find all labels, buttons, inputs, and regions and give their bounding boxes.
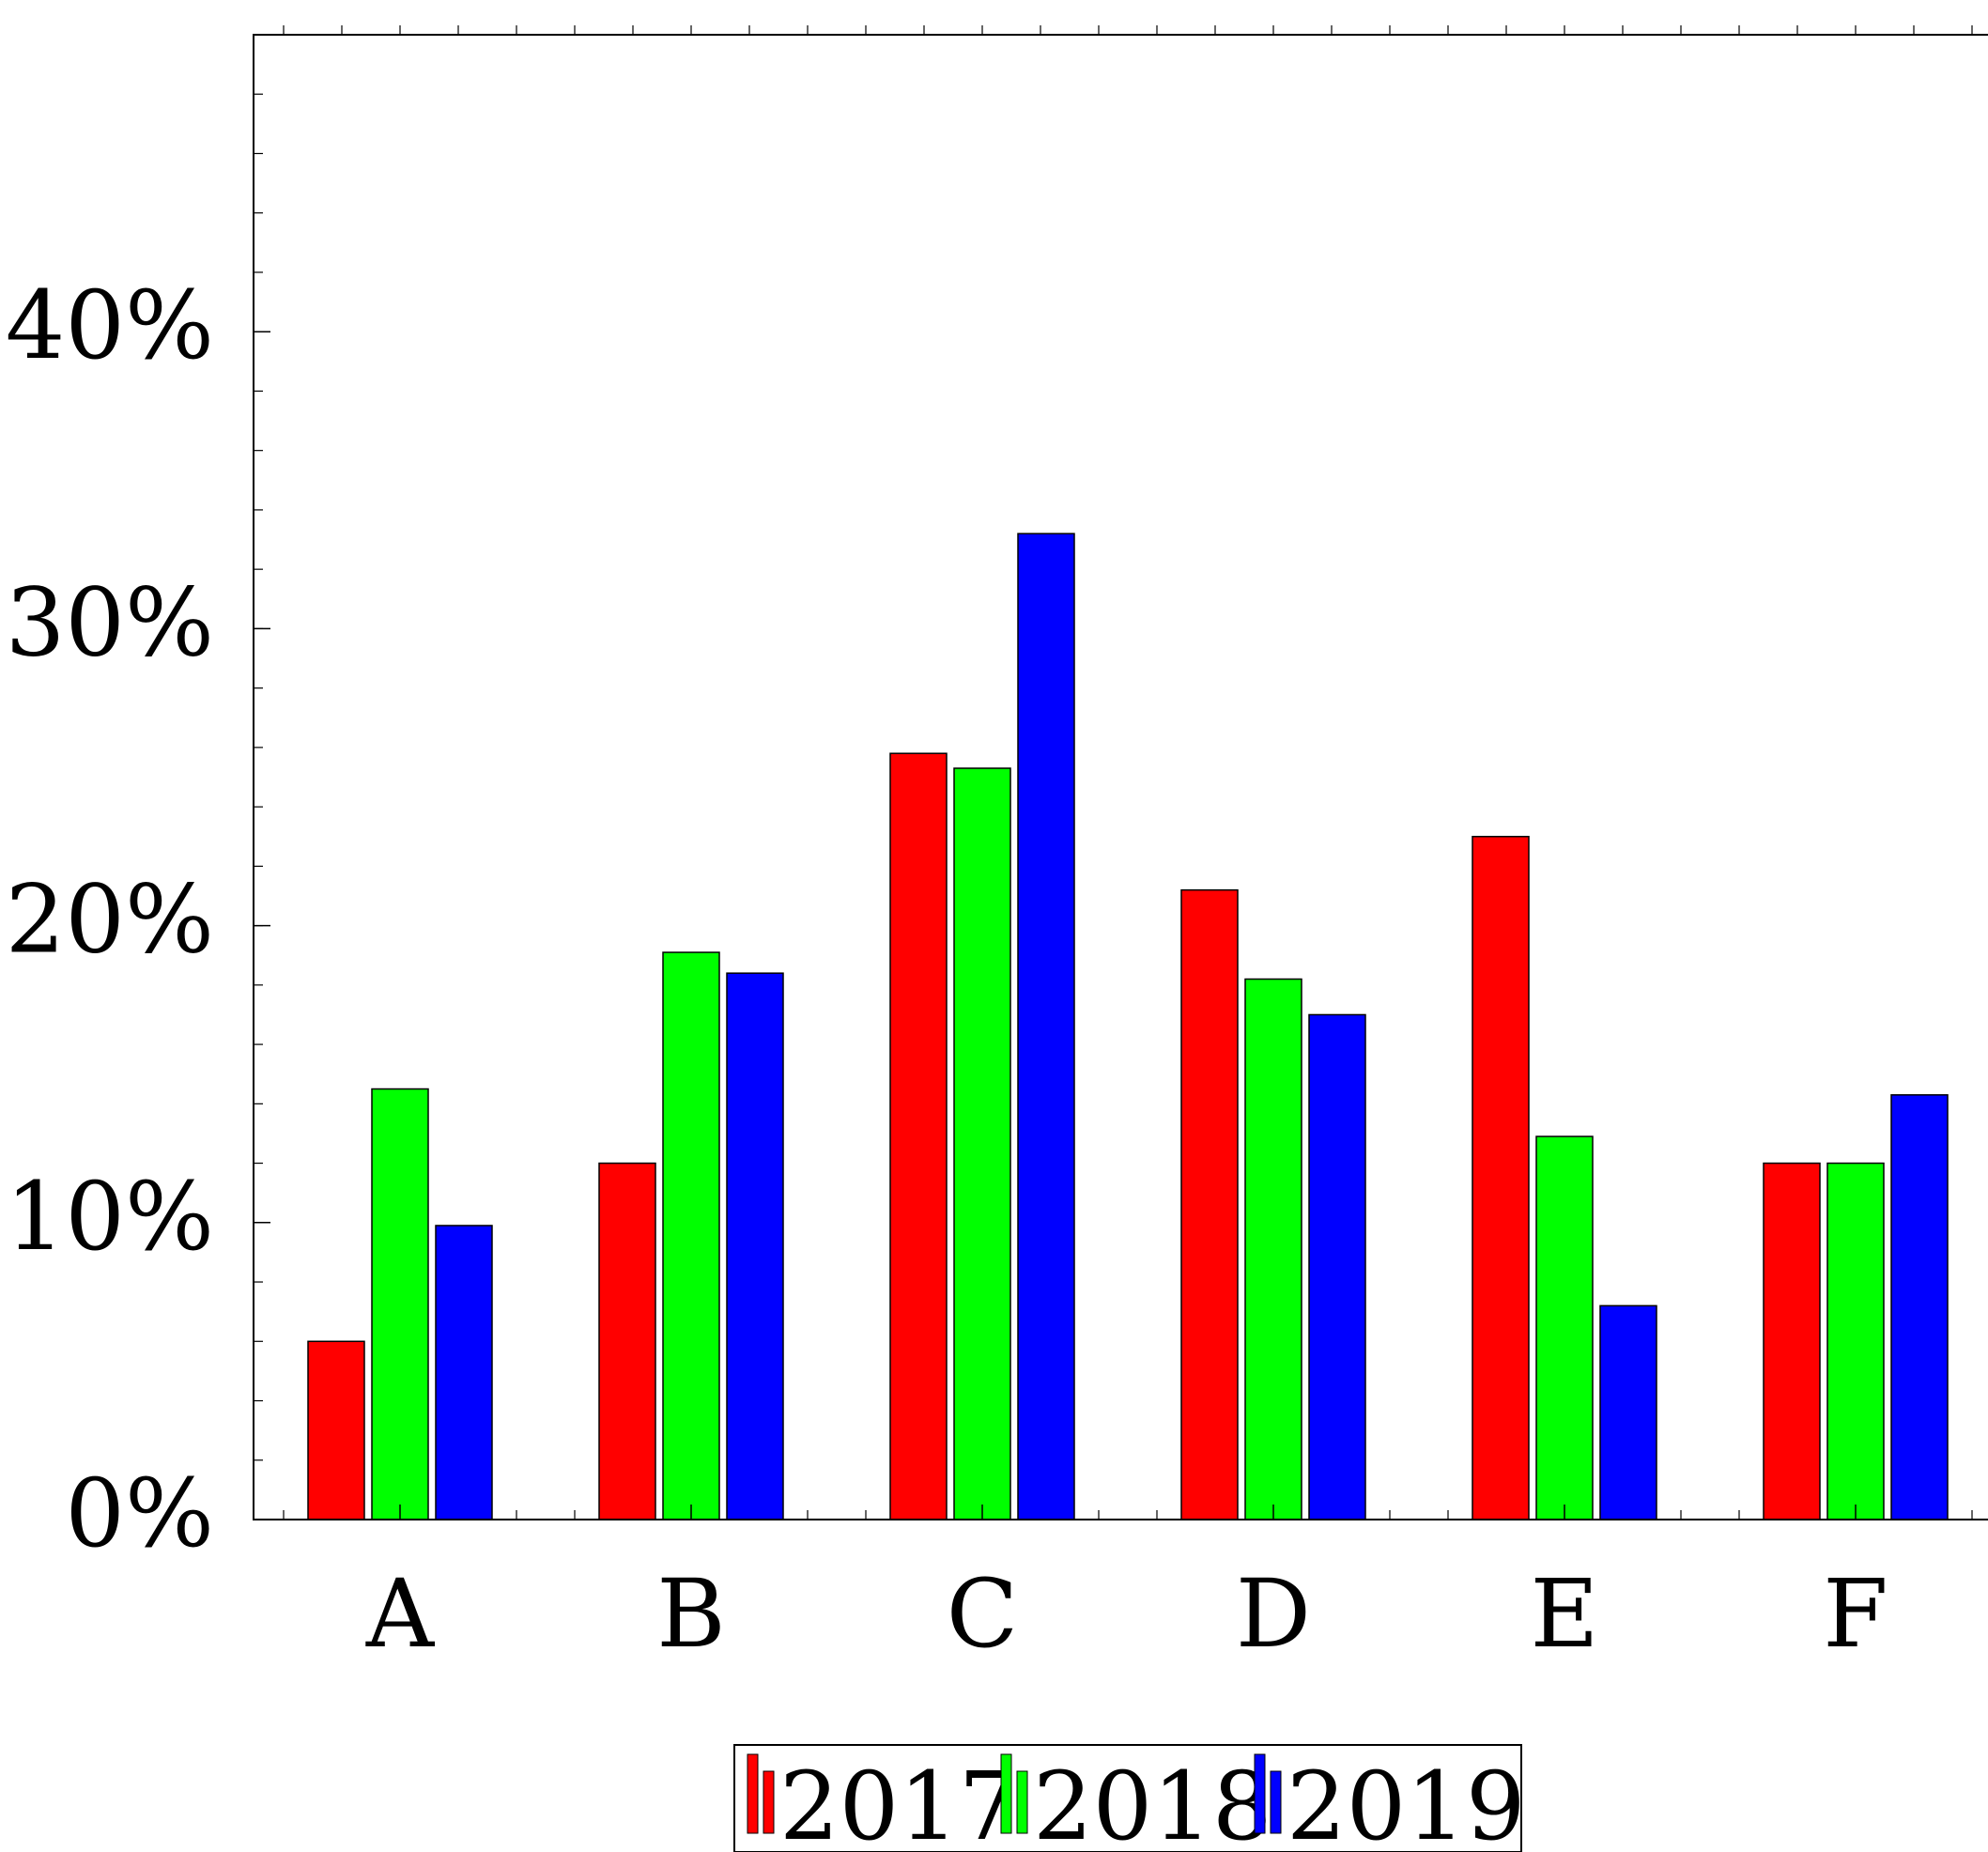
bar-2019-F (1890, 1094, 1949, 1520)
x-tick-label: E (1531, 1559, 1599, 1669)
bar-2019-A (435, 1225, 493, 1520)
bar-2017-B (598, 1162, 656, 1520)
legend-swatch-2019 (1254, 1753, 1282, 1834)
x-axis: A B C D E F (365, 1505, 1888, 1669)
bar-2018-C (953, 767, 1011, 1520)
x-tick-label: F (1823, 1559, 1888, 1669)
bar-2018-D (1244, 978, 1302, 1520)
bar-2019-E (1599, 1304, 1657, 1520)
legend-label-2018: 2018 (1033, 1752, 1272, 1852)
bar-2017-E (1472, 835, 1530, 1520)
bar-2017-A (307, 1340, 365, 1520)
x-tick-label: D (1236, 1559, 1311, 1669)
legend: 2017 2018 2019 (733, 1744, 1526, 1852)
plot-frame (253, 34, 1988, 1520)
x-tick-label: B (656, 1559, 726, 1669)
legend-swatch-2018 (1000, 1753, 1028, 1834)
bar-2018-E (1535, 1135, 1594, 1520)
x-tick-label: A (365, 1559, 436, 1669)
y-tick-label: 20% (6, 865, 214, 975)
legend-label-2019: 2019 (1287, 1752, 1526, 1852)
bar-2019-D (1308, 1013, 1366, 1520)
legend-swatch-2017 (747, 1753, 775, 1834)
bar-2019-C (1017, 532, 1075, 1520)
bars (307, 532, 1949, 1520)
bar-2017-D (1180, 888, 1239, 1520)
bar-2017-C (889, 752, 948, 1520)
y-axis: 0% 10% 20% 30% 40% (6, 270, 270, 1568)
legend-box (733, 1744, 1522, 1852)
bar-2018-B (662, 951, 720, 1520)
bar-2017-F (1763, 1162, 1821, 1520)
y-tick-label: 10% (6, 1162, 214, 1272)
y-tick-label: 0% (65, 1458, 214, 1568)
bar-2019-B (726, 972, 784, 1520)
bar-2018-F (1826, 1162, 1885, 1520)
minor-ticks (254, 25, 1973, 1520)
y-tick-label: 30% (6, 567, 214, 677)
bar-2018-A (371, 1088, 429, 1520)
y-tick-label: 40% (6, 270, 214, 380)
legend-label-2017: 2017 (779, 1752, 1019, 1852)
x-tick-label: C (947, 1559, 1019, 1669)
